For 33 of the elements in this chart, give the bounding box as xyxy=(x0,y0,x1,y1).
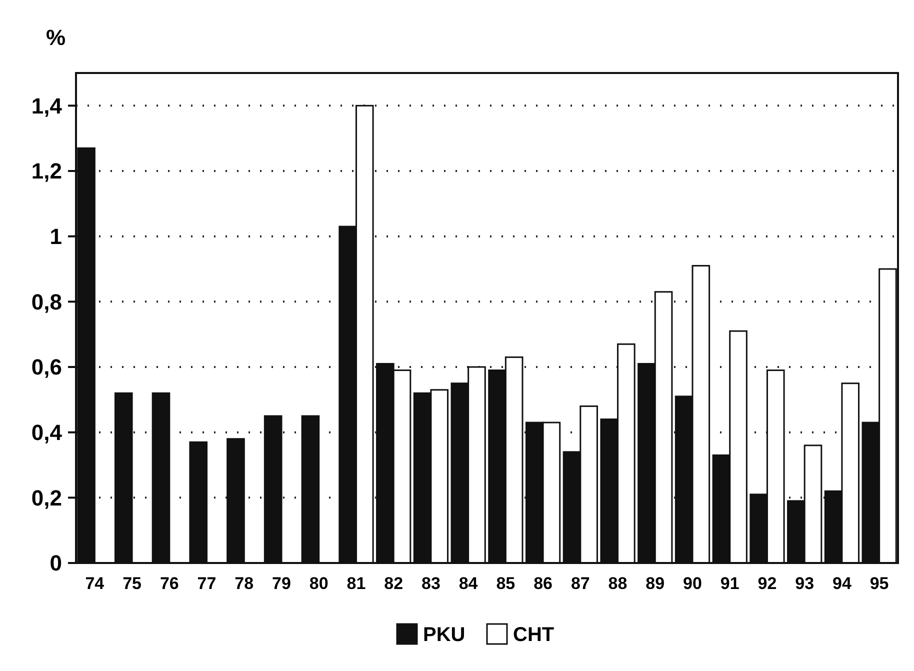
x-tick-label: 92 xyxy=(758,574,777,593)
x-tick-label: 75 xyxy=(122,574,142,593)
y-tick-label: 0 xyxy=(50,550,62,576)
y-tick-label: 0,8 xyxy=(31,289,62,314)
x-tick-label: 74 xyxy=(85,574,105,593)
x-tick-label: 84 xyxy=(458,574,478,593)
x-tick-label: 76 xyxy=(160,574,179,593)
y-tick-label: 1,4 xyxy=(31,93,63,118)
x-tick-label: 94 xyxy=(832,574,852,593)
x-tick-label: 86 xyxy=(534,574,553,593)
x-tick-label: 89 xyxy=(646,574,665,593)
y-tick-label: 0,2 xyxy=(31,485,62,510)
legend-label: PKU xyxy=(423,624,466,646)
x-tick-label: 77 xyxy=(197,574,216,593)
x-tick-label: 90 xyxy=(683,574,702,593)
x-tick-label: 83 xyxy=(421,574,440,593)
x-tick-label: 82 xyxy=(384,574,404,593)
x-tick-label: 78 xyxy=(234,574,254,593)
y-tick-label: 1 xyxy=(50,224,62,250)
y-tick-label: 1,2 xyxy=(31,158,62,184)
x-tick-label: 91 xyxy=(720,574,740,593)
x-tick-label: 80 xyxy=(309,574,328,593)
x-tick-label: 88 xyxy=(608,574,628,593)
y-tick-label: 0,4 xyxy=(31,420,63,446)
x-tick-label: 81 xyxy=(346,574,366,593)
x-tick-label: 87 xyxy=(570,574,590,593)
x-tick-label: 79 xyxy=(272,574,291,593)
y-tick-label: 0,6 xyxy=(31,354,62,380)
x-tick-label: 85 xyxy=(496,574,516,593)
y-axis-title: % xyxy=(46,25,66,50)
x-tick-label: 93 xyxy=(795,574,814,593)
x-tick-label: 95 xyxy=(870,574,889,593)
legend-label: CHT xyxy=(513,624,554,646)
